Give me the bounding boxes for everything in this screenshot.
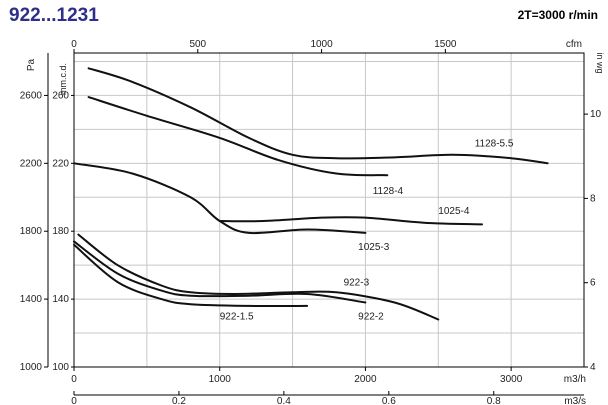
x-m3s-unit: m3/s [564,396,586,405]
y-pa-tick-label: 2600 [20,90,43,101]
x-m3s-tick-label: 0.8 [487,396,501,405]
y-mmcd-tick-label: 220 [52,158,69,169]
plot-frame [73,52,585,368]
y-mmcd-tick-label: 140 [52,294,69,305]
x-cfm-tick-label: 1500 [434,39,457,50]
y-inwg-tick-label: 6 [590,278,596,289]
curve-label-922-3: 922-3 [344,278,370,289]
y-pa-tick-label: 1400 [20,294,43,305]
x-m3s-tick-label: 0 [71,396,77,405]
y-pa-tick-label: 1800 [20,226,43,237]
x-flow-tick-label: 0 [71,374,77,385]
x-flow-tick-label: 3000 [500,374,523,385]
speed-label: 2T=3000 r/min [517,8,598,22]
y-mmcd-tick-label: 260 [52,90,69,101]
x-flow-tick-label: 2000 [354,374,377,385]
x-cfm-tick-label: 0 [71,39,77,50]
series [73,67,549,321]
y-inwg-unit: in wg [595,52,605,73]
y-mmcd-tick-label: 100 [52,362,69,373]
x-m3s-tick-label: 0.2 [172,396,186,405]
curve-label-1128-5.5: 1128-5.5 [475,138,514,149]
x-cfm-tick-label: 1000 [310,39,333,50]
y-pa-tick-label: 1000 [20,362,43,373]
series-line-922-2 [73,240,367,304]
x-flow-tick-label: 1000 [209,374,232,385]
x-m3s-tick-label: 0.6 [382,396,396,405]
series-line-1128-5.5 [87,67,549,165]
y-inwg-tick-label: 4 [590,362,596,373]
y-mmcd-unit: mm.c.d. [58,63,68,95]
curve-label-922-1.5: 922-1.5 [220,311,254,322]
x-flow-unit: m3/h [564,374,586,385]
series-line-1025-3 [73,162,367,235]
series-line-922-3 [77,233,440,321]
series-line-1025-4 [218,216,483,226]
annotations: 1128-5.5 1128-4 1025-4 1025-3 922-3 922-2 922-… [220,138,514,322]
curve-label-1025-3: 1025-3 [358,242,390,253]
y-pa-tick-label: 2200 [20,158,43,169]
series-line-1128-4 [87,96,389,177]
axes: 0 1000 2000 3000 m3/h 0 0.2 0.4 0.6 0.8 m3/s 0 500 10… [20,39,605,405]
grid [74,53,584,367]
series-line-922-1.5 [73,243,309,308]
y-inwg-tick-label: 10 [590,109,602,120]
curve-label-922-2: 922-2 [358,311,384,322]
x-cfm-unit: cfm [566,39,582,50]
y-pa-unit: Pa [26,58,37,71]
y-inwg-tick-label: 8 [590,193,596,204]
curve-label-1128-4: 1128-4 [373,186,404,197]
x-cfm-tick-label: 500 [189,39,206,50]
y-mmcd-tick-label: 180 [52,226,69,237]
curve-label-1025-4: 1025-4 [438,206,470,217]
x-m3s-tick-label: 0.4 [277,396,291,405]
chart-title: 922...1231 [9,5,99,26]
